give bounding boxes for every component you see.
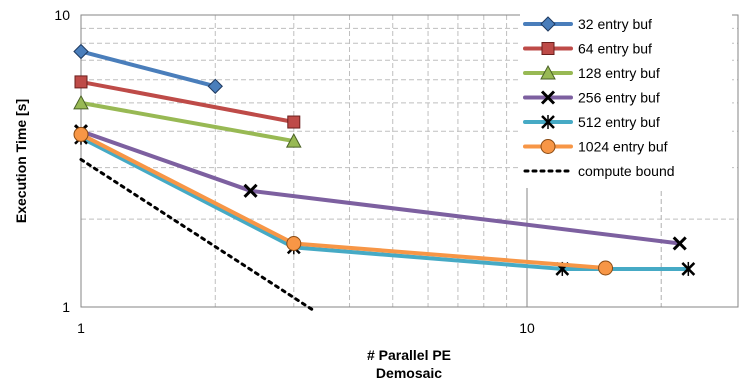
- y-tick-label: 10: [54, 7, 70, 23]
- legend-label: compute bound: [578, 163, 675, 179]
- data-point-5: [286, 235, 302, 251]
- legend-marker: [540, 64, 556, 80]
- series-line-4: [79, 135, 691, 271]
- y-tick-label: 1: [62, 299, 70, 315]
- legend-item: compute bound: [523, 163, 675, 179]
- data-point-1: [287, 115, 301, 129]
- data-point-3: [243, 183, 258, 198]
- data-point-2: [285, 133, 302, 148]
- data-point-5: [598, 260, 614, 276]
- x-axis-title: # Parallel PE: [367, 347, 451, 363]
- legend-marker: [541, 42, 555, 55]
- legend-label: 64 entry buf: [578, 41, 652, 57]
- legend-item: 32 entry buf: [523, 16, 652, 32]
- series-group: [73, 43, 696, 312]
- data-point-1: [74, 75, 88, 89]
- series-line-2: [79, 100, 296, 144]
- legend-marker: [540, 16, 556, 32]
- legend-label: 1024 entry buf: [578, 139, 668, 155]
- legend-item: 512 entry buf: [523, 114, 660, 130]
- x-tick-label: 10: [519, 320, 535, 336]
- x-axis-subtitle: Demosaic: [376, 365, 442, 381]
- tick-labels: 1 10 1 10: [54, 7, 535, 336]
- legend-label: 128 entry buf: [578, 65, 660, 81]
- legend-label: 32 entry buf: [578, 16, 652, 32]
- series-line-1: [79, 79, 296, 125]
- legend-marker: [540, 139, 556, 154]
- legend-marker: [541, 115, 555, 129]
- legend-marker-stroke: [540, 90, 556, 105]
- data-point-2: [73, 94, 89, 110]
- data-point-4: [681, 261, 696, 276]
- y-axis-title: Execution Time [s]: [13, 99, 29, 223]
- legend-box: [520, 12, 732, 188]
- x-tick-label: 1: [77, 320, 85, 336]
- legend-marker: [540, 90, 556, 105]
- legend-item: 256 entry buf: [523, 90, 660, 106]
- data-point-5: [73, 126, 89, 142]
- legend-item: 64 entry buf: [523, 41, 652, 57]
- series-line-6: [79, 157, 314, 312]
- series-line-0: [79, 49, 218, 89]
- data-point-3-stroke: [672, 236, 687, 251]
- legend-label: 512 entry buf: [578, 114, 660, 130]
- data-point-0: [73, 43, 89, 60]
- legend: 32 entry buf 64 entry buf 128 entry buf 256…: [520, 12, 732, 188]
- data-point-3: [672, 236, 687, 251]
- legend-item: 128 entry buf: [523, 64, 660, 81]
- legend-label: 256 entry buf: [578, 90, 660, 106]
- data-point-3-stroke: [243, 183, 258, 198]
- data-point-0: [207, 78, 223, 94]
- legend-item: 1024 entry buf: [523, 139, 668, 155]
